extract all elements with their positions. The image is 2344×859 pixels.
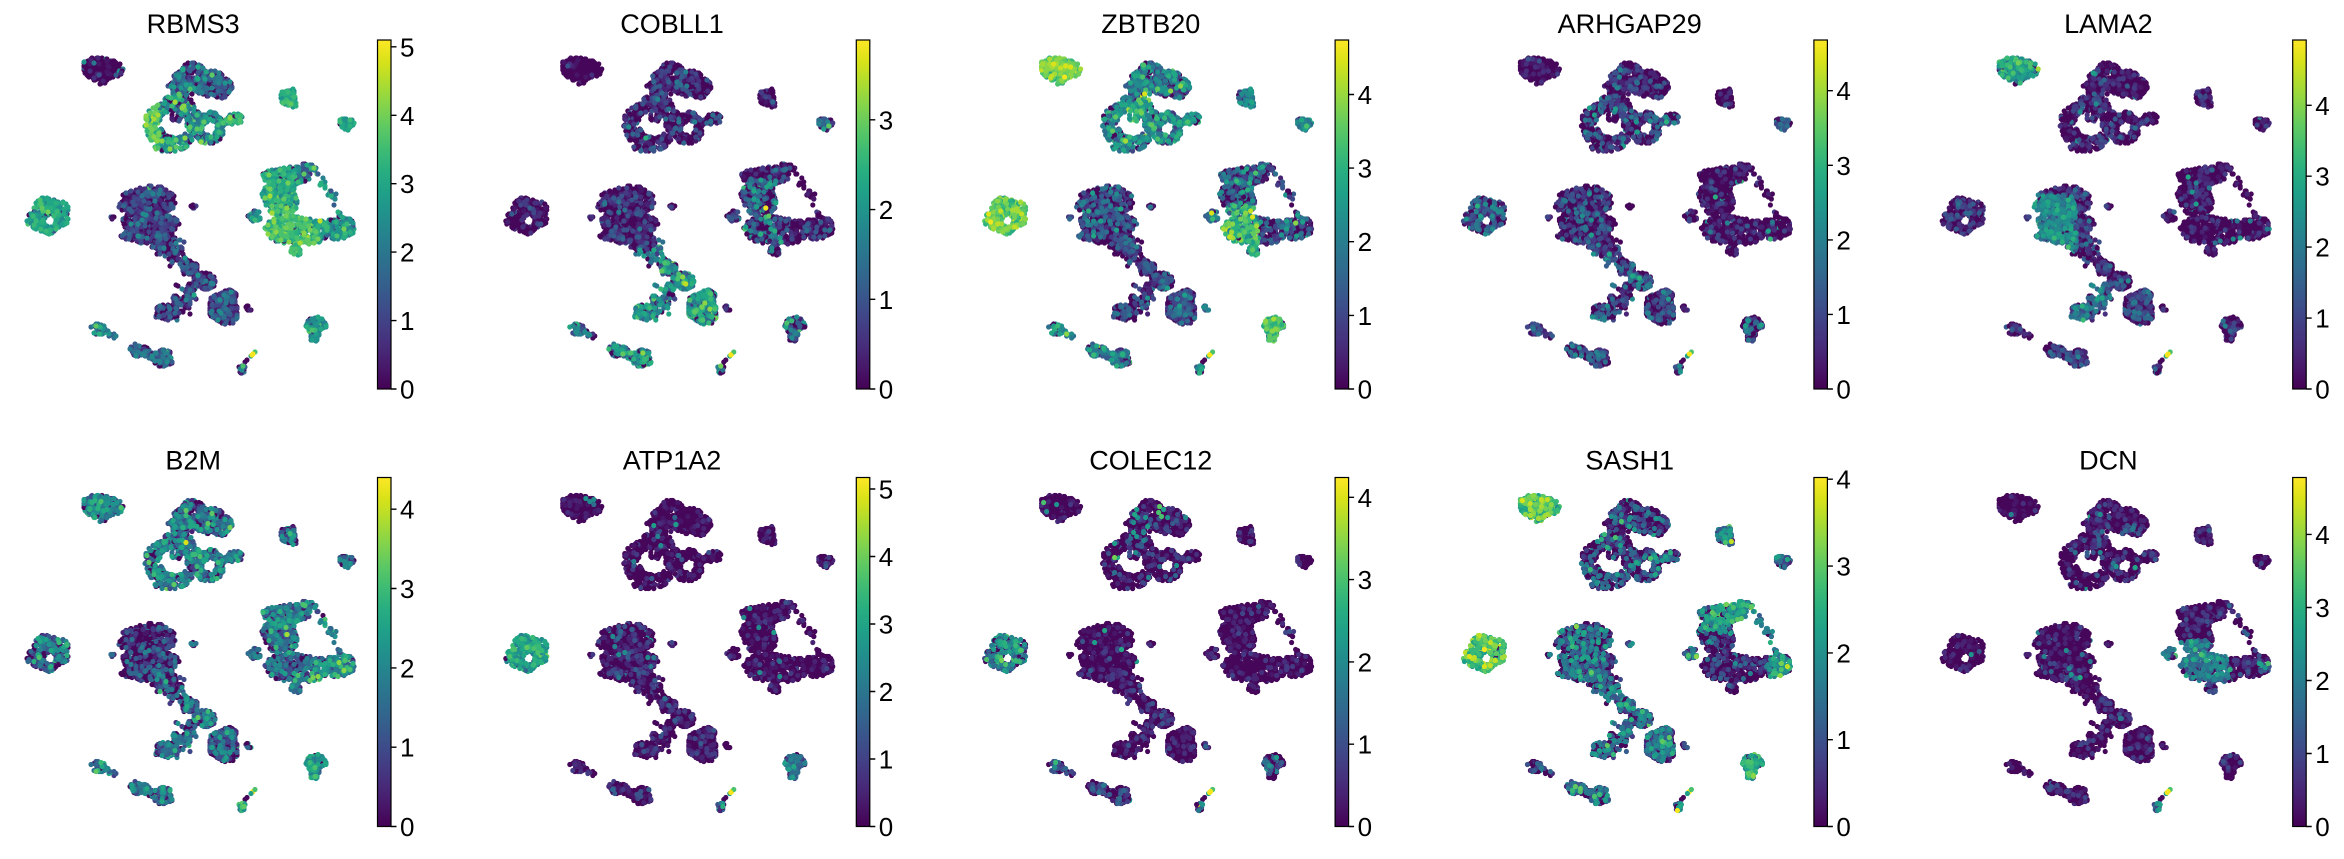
svg-text:1: 1 <box>1836 725 1850 755</box>
svg-text:2: 2 <box>400 653 414 683</box>
svg-text:3: 3 <box>1836 552 1850 582</box>
svg-text:1: 1 <box>1358 301 1372 331</box>
svg-text:0: 0 <box>400 812 414 842</box>
svg-text:0: 0 <box>1358 812 1372 842</box>
svg-text:2: 2 <box>2315 666 2329 696</box>
svg-text:0: 0 <box>1836 812 1850 842</box>
svg-text:4: 4 <box>2315 520 2329 550</box>
svg-text:B2M: B2M <box>165 446 221 476</box>
svg-text:0: 0 <box>1358 375 1372 405</box>
svg-text:2: 2 <box>1358 227 1372 257</box>
svg-text:1: 1 <box>879 745 893 775</box>
svg-text:3: 3 <box>2315 162 2329 192</box>
svg-text:4: 4 <box>1358 80 1372 110</box>
svg-text:3: 3 <box>879 105 893 135</box>
svg-text:DCN: DCN <box>2079 446 2138 476</box>
svg-text:2: 2 <box>1836 225 1850 255</box>
svg-text:0: 0 <box>2315 375 2329 405</box>
svg-text:2: 2 <box>2315 233 2329 263</box>
svg-text:3: 3 <box>400 169 414 199</box>
svg-text:4: 4 <box>400 495 414 525</box>
svg-text:1: 1 <box>879 285 893 315</box>
svg-text:3: 3 <box>1836 151 1850 181</box>
svg-text:4: 4 <box>2315 91 2329 121</box>
svg-text:0: 0 <box>1836 375 1850 405</box>
svg-text:COBLL1: COBLL1 <box>620 9 724 39</box>
svg-text:3: 3 <box>1358 154 1372 184</box>
svg-text:ZBTB20: ZBTB20 <box>1101 9 1200 39</box>
svg-text:4: 4 <box>879 542 893 572</box>
svg-text:3: 3 <box>879 610 893 640</box>
svg-text:ATP1A2: ATP1A2 <box>623 446 722 476</box>
svg-text:1: 1 <box>2315 739 2329 769</box>
svg-text:1: 1 <box>2315 304 2329 334</box>
svg-text:3: 3 <box>400 574 414 604</box>
svg-text:5: 5 <box>879 475 893 505</box>
svg-text:3: 3 <box>1358 565 1372 595</box>
svg-text:2: 2 <box>1836 638 1850 668</box>
svg-text:2: 2 <box>1358 647 1372 677</box>
svg-text:0: 0 <box>400 375 414 405</box>
svg-text:RBMS3: RBMS3 <box>147 9 240 39</box>
svg-text:1: 1 <box>400 733 414 763</box>
svg-text:1: 1 <box>400 306 414 336</box>
svg-text:2: 2 <box>400 238 414 268</box>
svg-text:COLEC12: COLEC12 <box>1089 446 1212 476</box>
svg-text:SASH1: SASH1 <box>1585 446 1674 476</box>
svg-text:LAMA2: LAMA2 <box>2064 9 2153 39</box>
svg-text:0: 0 <box>879 375 893 405</box>
svg-text:3: 3 <box>2315 593 2329 623</box>
svg-text:4: 4 <box>1836 465 1850 495</box>
svg-text:2: 2 <box>879 195 893 225</box>
svg-text:1: 1 <box>1358 730 1372 760</box>
svg-text:4: 4 <box>1836 76 1850 106</box>
svg-text:2: 2 <box>879 677 893 707</box>
svg-text:ARHGAP29: ARHGAP29 <box>1558 9 1702 39</box>
svg-text:5: 5 <box>400 32 414 62</box>
svg-text:0: 0 <box>879 812 893 842</box>
svg-text:4: 4 <box>1358 483 1372 513</box>
svg-text:4: 4 <box>400 101 414 131</box>
svg-text:0: 0 <box>2315 812 2329 842</box>
svg-text:1: 1 <box>1836 300 1850 330</box>
